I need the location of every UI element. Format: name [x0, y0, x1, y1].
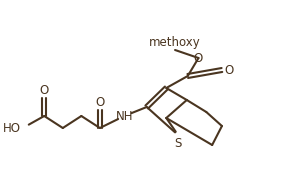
Text: O: O	[40, 84, 49, 97]
Text: O: O	[95, 96, 104, 109]
Text: O: O	[224, 63, 233, 77]
Text: NH: NH	[116, 110, 133, 122]
Text: O: O	[194, 51, 203, 64]
Text: methoxy: methoxy	[149, 36, 201, 49]
Text: HO: HO	[3, 121, 21, 135]
Text: S: S	[174, 137, 182, 150]
